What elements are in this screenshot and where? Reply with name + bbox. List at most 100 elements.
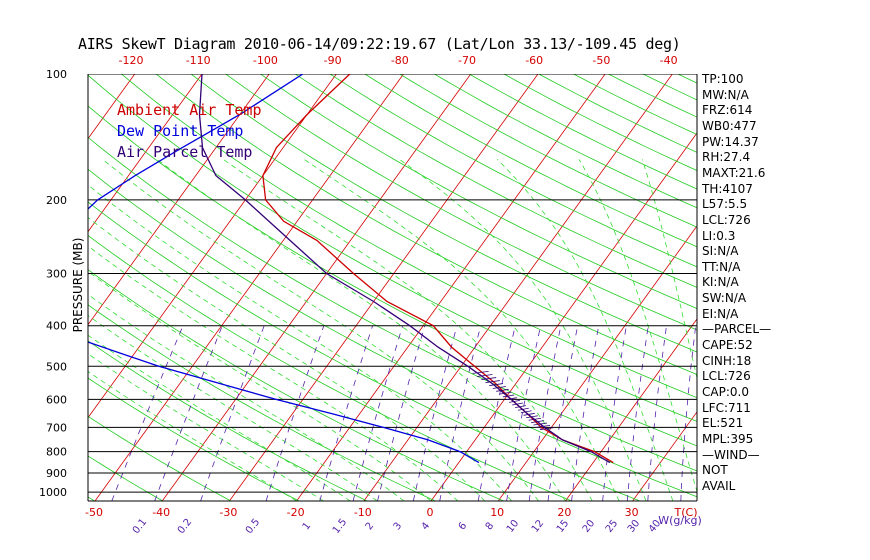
mixing-ratio-label: 25 <box>604 518 621 535</box>
mixing-ratio-line <box>571 325 600 501</box>
dry-adiabat-line <box>364 74 697 248</box>
mixing-ratio-label: 12 <box>530 518 547 535</box>
y-tick-label: 100 <box>46 68 67 81</box>
dry-adiabat-line <box>155 74 697 375</box>
mixing-ratio-label: 2 <box>364 521 377 533</box>
bottom-temp-tick-label: 30 <box>625 506 639 519</box>
top-temp-tick-label: -70 <box>458 54 476 67</box>
sounding-index-item: TP:100 <box>702 72 744 86</box>
mixing-ratio-line <box>439 325 482 501</box>
series-ambient-air-temp-line <box>262 74 614 464</box>
sounding-index-item: EI:N/A <box>702 306 739 321</box>
dry-adiabat-line <box>88 234 572 501</box>
dry-adiabat-line <box>225 74 697 331</box>
top-temp-tick-label: -110 <box>186 54 211 67</box>
sounding-index-item: CAP:0.0 <box>702 385 749 399</box>
bottom-temp-tick-label: -40 <box>152 506 170 519</box>
isotherm-line <box>834 74 870 501</box>
isotherm-line <box>296 74 606 501</box>
top-temp-tick-label: -80 <box>391 54 409 67</box>
sounding-index-item: CAPE:52 <box>702 338 753 353</box>
top-temp-tick-label: -120 <box>119 54 144 67</box>
bottom-temp-tick-label: -50 <box>85 506 103 519</box>
bottom-temp-tick-label: -30 <box>219 506 237 519</box>
cape-hatch-mark <box>485 380 500 383</box>
top-temp-tick-label: -90 <box>324 54 342 67</box>
moist-adiabat-line <box>578 159 697 494</box>
cape-hatch-mark <box>523 412 535 416</box>
mixing-ratio-line <box>626 325 649 501</box>
bottom-temp-tick-label: -10 <box>354 506 372 519</box>
isotherm-line <box>229 74 539 501</box>
isotherm-line <box>88 74 270 326</box>
moist-adiabat-line <box>156 159 566 501</box>
dry-adiabat-line <box>748 74 870 501</box>
mixing-ratio-line <box>319 325 373 501</box>
cape-hatch-mark <box>472 370 489 374</box>
mixing-ratio-line <box>200 325 265 501</box>
mixing-ratio-line <box>377 325 426 501</box>
dry-adiabat-line <box>782 74 870 501</box>
cape-hatch-mark <box>481 377 497 380</box>
bottom-temp-tick-label: 10 <box>490 506 504 519</box>
mixing-ratio-line <box>647 325 667 501</box>
top-temp-tick-label: -60 <box>525 54 543 67</box>
sounding-index-item: LCL:726 <box>702 212 751 227</box>
dry-adiabat-line <box>121 74 697 399</box>
dry-adiabat-line <box>88 269 504 501</box>
cape-hatch-mark <box>499 391 512 395</box>
series-air-parcel-temp-line <box>198 74 611 464</box>
mixing-ratio-line <box>352 325 404 501</box>
sounding-index-item: MW:N/A <box>702 87 749 102</box>
cape-hatch-mark <box>492 386 506 389</box>
dry-adiabat-line <box>399 74 697 228</box>
isotherm-line <box>430 132 697 501</box>
isotherm-line <box>363 74 673 501</box>
mixing-ratio-label: 1.5 <box>331 517 349 536</box>
bottom-temp-unit-label: T(C) <box>674 506 698 519</box>
isotherm-line <box>88 74 337 419</box>
moist-adiabat-line <box>88 371 297 501</box>
dry-adiabat-line <box>434 74 697 209</box>
isotherm-line <box>161 74 472 501</box>
cape-hatch-mark <box>502 394 515 398</box>
dry-adiabat-line <box>260 74 697 309</box>
mixing-ratio-line <box>506 325 542 501</box>
isotherm-line <box>565 318 697 501</box>
y-tick-label: 900 <box>46 467 67 480</box>
mixing-ratio-label: 0.2 <box>176 517 194 536</box>
dry-adiabat-line <box>329 74 697 268</box>
bottom-temp-tick-label: -20 <box>287 506 305 519</box>
dry-adiabat-line <box>295 74 697 288</box>
bottom-temp-tick-label: 0 <box>427 506 434 519</box>
mixing-ratio-line <box>547 325 579 501</box>
dry-adiabat-line <box>88 377 300 501</box>
chart-title: AIRS SkewT Diagram 2010-06-14/09:22:19.6… <box>78 35 681 53</box>
cape-hatch-mark <box>517 407 529 411</box>
cape-hatch-mark <box>520 410 532 414</box>
sounding-index-item: SW:N/A <box>702 291 747 306</box>
cape-hatch-mark <box>512 402 523 406</box>
cape-hatch-mark <box>535 424 551 428</box>
sounding-index-item: TT:N/A <box>702 259 741 274</box>
mixing-ratio-label: 1 <box>301 521 314 533</box>
legend-item: Ambient Air Temp <box>117 101 262 119</box>
sounding-index-item: AVAIL <box>702 478 736 493</box>
series-dew-point-temp-line <box>88 74 480 464</box>
cape-hatch-mark <box>531 420 545 424</box>
isotherm-line <box>497 225 697 501</box>
dry-adiabat-line <box>852 74 870 501</box>
cape-hatch-mark <box>526 415 538 419</box>
top-temp-tick-label: -50 <box>592 54 610 67</box>
sounding-index-item: NOT <box>702 463 728 478</box>
y-tick-label: 800 <box>46 446 67 459</box>
isotherm-line <box>0 74 68 501</box>
cape-hatch-mark <box>476 374 493 377</box>
mixing-ratio-line <box>528 325 562 501</box>
y-tick-label: 600 <box>46 393 67 406</box>
sounding-index-item: SI:N/A <box>702 244 739 259</box>
moist-adiabat-line <box>102 159 539 501</box>
mixing-ratio-line <box>477 325 516 501</box>
sounding-index-item: LFC:711 <box>702 400 751 415</box>
top-temp-tick-label: -40 <box>660 54 678 67</box>
